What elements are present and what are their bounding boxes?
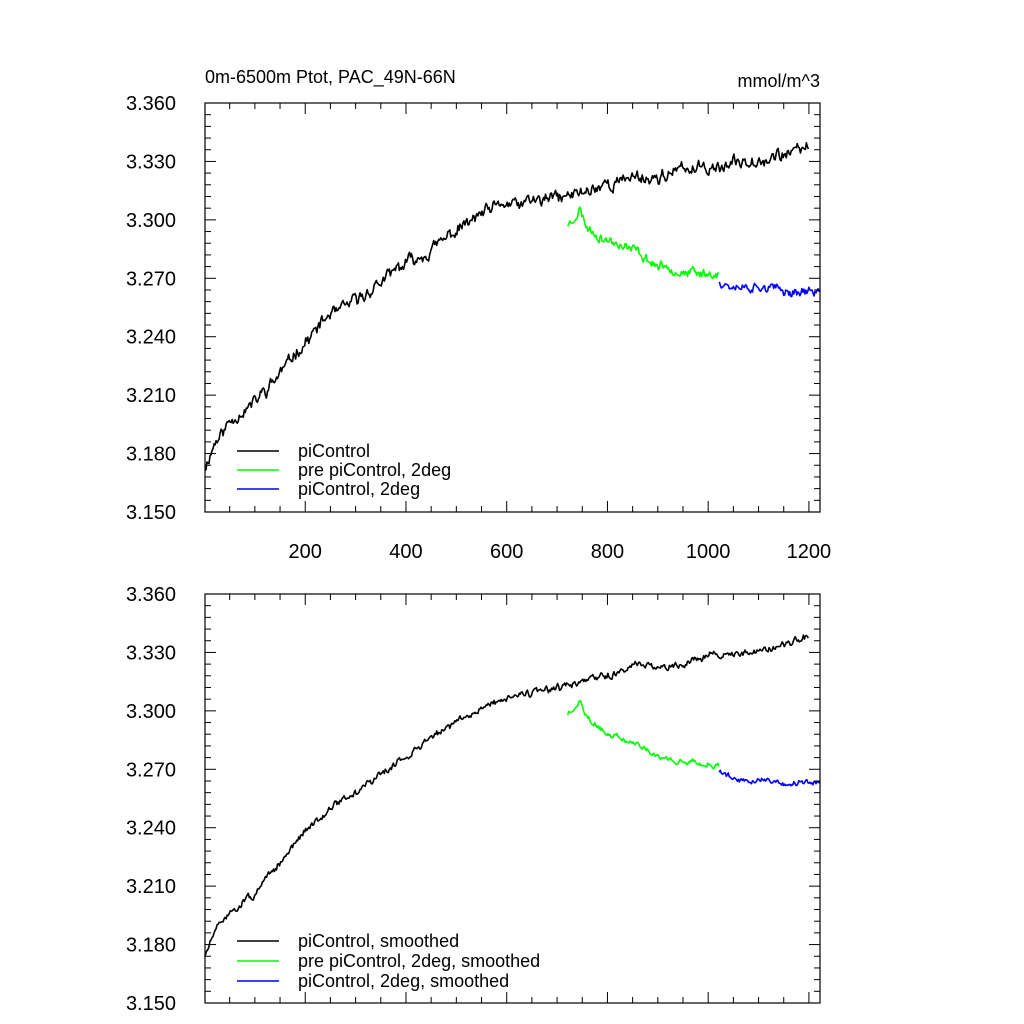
series-line-1 bbox=[566, 700, 720, 770]
series-line-0 bbox=[204, 634, 810, 958]
x-tick-label: 200 bbox=[289, 541, 322, 563]
y-tick-label: 3.270 bbox=[126, 268, 176, 290]
legend-label: piControl, 2deg bbox=[298, 479, 420, 499]
y-tick-label: 3.150 bbox=[126, 993, 176, 1015]
bottom-axes: 3.150 3.180 3.210 3.240 3.270 3.300 3.330 3.360 bbox=[126, 584, 821, 1015]
y-tick-label: 3.180 bbox=[126, 444, 176, 466]
y-tick-label: 3.360 bbox=[126, 93, 176, 115]
legend-label: piControl, smoothed bbox=[298, 931, 459, 951]
plot-frame bbox=[204, 102, 821, 513]
units-label: mmol/m^3 bbox=[738, 71, 820, 91]
bottom-series-layer bbox=[204, 634, 821, 958]
series-line-2 bbox=[718, 769, 821, 787]
legend-label: pre piControl, 2deg, smoothed bbox=[298, 951, 540, 971]
top-panel: 0m-6500m Ptot, PAC_49N-66N mmol/m^3 3.15… bbox=[126, 67, 831, 563]
y-tick-label: 3.300 bbox=[126, 701, 176, 723]
y-tick-label: 3.330 bbox=[126, 151, 176, 173]
x-tick-label: 400 bbox=[389, 541, 422, 563]
legend-label: piControl bbox=[298, 441, 370, 461]
y-tick-label: 3.210 bbox=[126, 385, 176, 407]
y-tick-label: 3.270 bbox=[126, 759, 176, 781]
y-tick-label: 3.300 bbox=[126, 210, 176, 232]
y-tick-label: 3.240 bbox=[126, 818, 176, 840]
x-tick-label: 1000 bbox=[686, 541, 731, 563]
series-line-0 bbox=[204, 142, 810, 472]
x-tick-label: 800 bbox=[591, 541, 624, 563]
y-tick-label: 3.360 bbox=[126, 584, 176, 606]
legend-label: pre piControl, 2deg bbox=[298, 460, 451, 480]
x-tick-label: 1200 bbox=[787, 541, 832, 563]
plot-frame bbox=[204, 593, 821, 1004]
chart-title: 0m-6500m Ptot, PAC_49N-66N bbox=[205, 67, 456, 88]
legend-label: piControl, 2deg, smoothed bbox=[298, 971, 509, 991]
y-tick-label: 3.150 bbox=[126, 502, 176, 524]
bottom-panel: 3.150 3.180 3.210 3.240 3.270 3.300 3.330 3.360… bbox=[126, 584, 821, 1015]
series-line-2 bbox=[718, 281, 821, 298]
top-series-layer bbox=[204, 142, 821, 472]
y-tick-label: 3.330 bbox=[126, 642, 176, 664]
top-axes: 3.150 3.180 3.210 3.240 3.270 3.300 3.330 3.360… bbox=[126, 93, 831, 563]
x-tick-label: 600 bbox=[490, 541, 523, 563]
y-tick-label: 3.240 bbox=[126, 327, 176, 349]
series-line-1 bbox=[566, 206, 719, 280]
y-tick-label: 3.180 bbox=[126, 935, 176, 957]
y-tick-label: 3.210 bbox=[126, 876, 176, 898]
